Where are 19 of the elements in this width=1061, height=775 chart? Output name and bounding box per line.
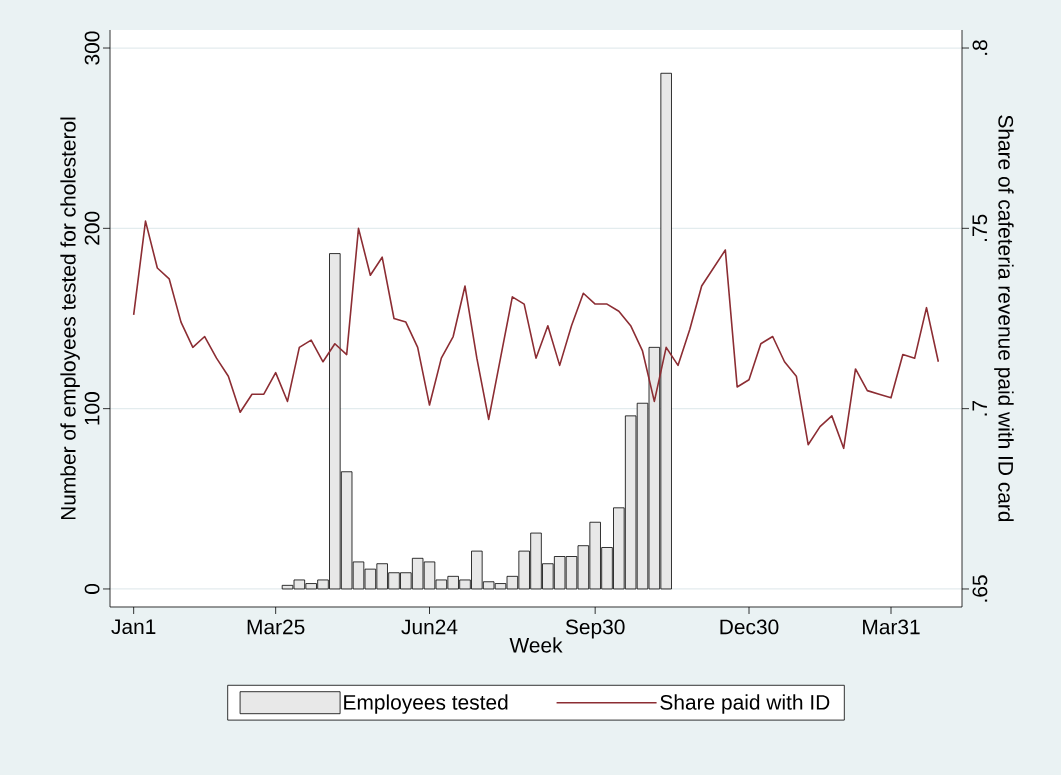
x-axis-title: Week bbox=[509, 637, 563, 653]
y-tick-label: 0 bbox=[84, 583, 100, 594]
y-tick-label: 200 bbox=[84, 211, 100, 245]
y2-tick-label: .7 bbox=[972, 400, 987, 416]
x-tick-label: Mar25 bbox=[247, 619, 305, 635]
x-tick-label: Jan1 bbox=[111, 619, 156, 635]
x-tick-label: Sep30 bbox=[565, 619, 625, 639]
legend-label: Share paid with ID bbox=[660, 694, 830, 714]
y-tick-label: 300 bbox=[84, 31, 100, 65]
y2-tick-label: .75 bbox=[972, 214, 988, 241]
y2-axis-title: Share of cafeteria revenue paid with ID card bbox=[994, 115, 1014, 522]
legend-label: Employees tested bbox=[344, 694, 508, 714]
y2-tick-label: .65 bbox=[972, 575, 988, 602]
x-tick-label: Jun24 bbox=[401, 619, 458, 635]
x-tick-label: Mar31 bbox=[863, 619, 920, 635]
x-tick-label: Dec30 bbox=[720, 619, 779, 635]
y2-tick-label: .8 bbox=[972, 40, 988, 55]
y-axis-title: Number of employees tested for cholesterol bbox=[60, 117, 80, 520]
y-tick-label: 100 bbox=[84, 392, 100, 425]
